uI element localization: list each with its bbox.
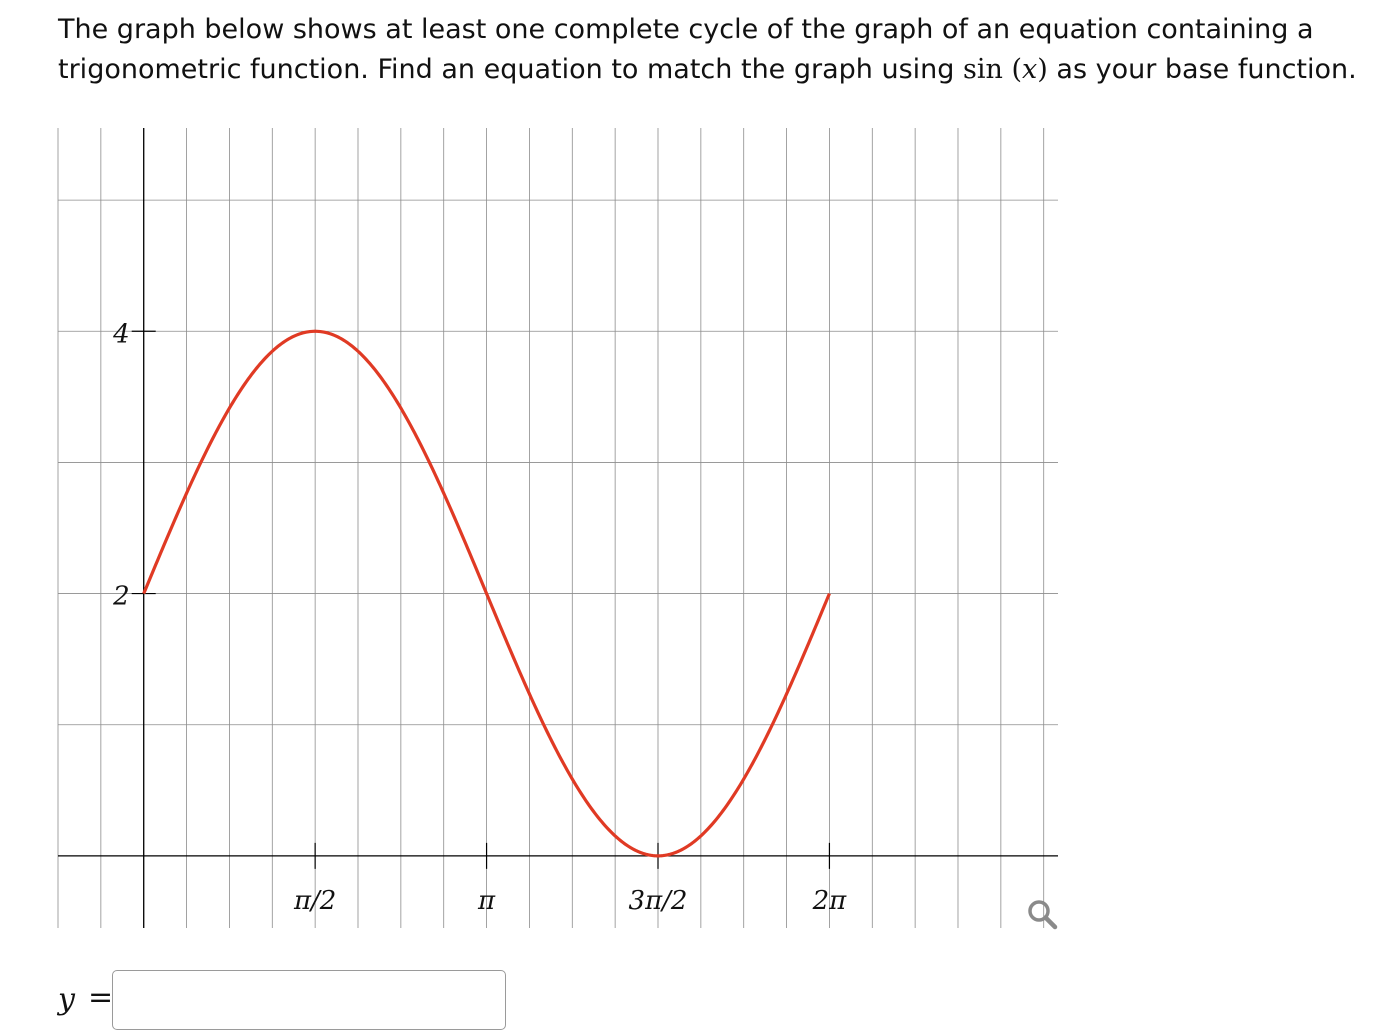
axes	[58, 128, 1058, 928]
question-part1: The graph below shows at least one compl…	[58, 14, 1314, 85]
y-tick-label: 2	[112, 582, 130, 612]
grid-horizontal	[58, 199, 1058, 857]
series-line	[142, 329, 831, 858]
x-tick-label: 3π/2	[629, 886, 688, 916]
math-sin: sin	[963, 54, 1003, 85]
answer-input[interactable]	[112, 970, 506, 1030]
magnifier-icon[interactable]	[1022, 894, 1062, 934]
math-var-x: x	[1022, 54, 1038, 85]
x-tick-label: π/2	[293, 886, 336, 916]
x-tick-label: π	[477, 886, 496, 916]
tick-labels: π/2 π 3π/2 2π 2 4	[112, 319, 847, 916]
math-open-paren: (	[1011, 54, 1023, 85]
question-part2: as your base function.	[1047, 54, 1357, 85]
ticks	[131, 330, 831, 869]
curves	[142, 329, 831, 858]
answer-row: y =	[58, 968, 518, 1030]
y-tick-label: 4	[112, 319, 130, 349]
question-text: The graph below shows at least one compl…	[58, 10, 1378, 90]
math-close-paren: )	[1037, 54, 1048, 85]
x-tick-label: 2π	[812, 886, 848, 916]
equals-sign: =	[88, 980, 114, 1015]
grid-vertical	[57, 128, 1045, 928]
y-label: y	[58, 982, 75, 1017]
